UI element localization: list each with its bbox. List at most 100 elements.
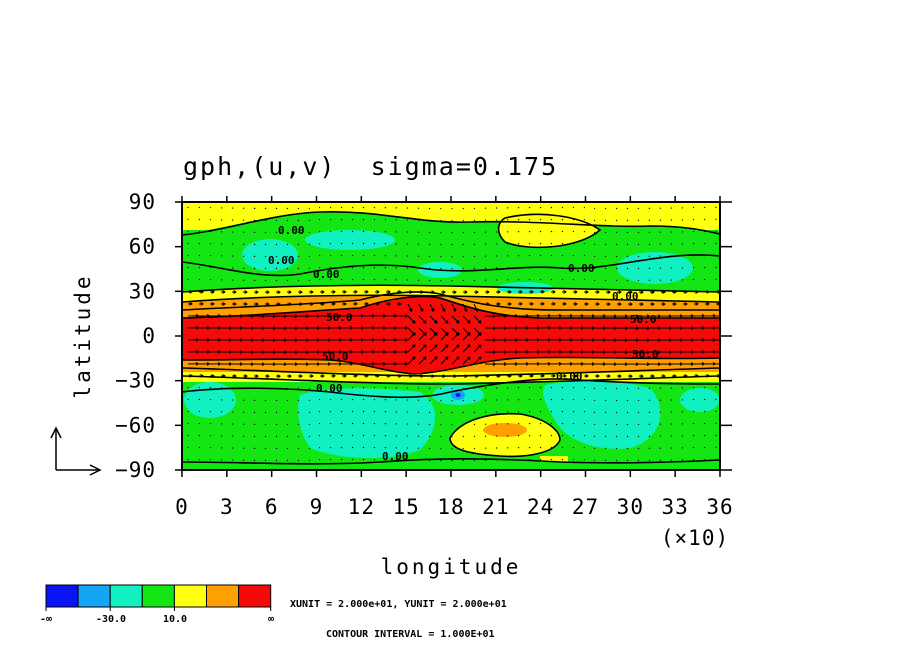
wind-vector-head [602, 314, 606, 317]
wind-vector [264, 207, 267, 210]
wind-vector [264, 423, 267, 426]
wind-vector-head [222, 290, 226, 293]
wind-vector [329, 386, 332, 389]
wind-vector-head [404, 350, 408, 353]
wind-vector-head [413, 320, 416, 324]
y-tick-label: 0 [142, 324, 156, 348]
wind-vector [264, 447, 267, 450]
wind-vector [583, 458, 586, 461]
x-multiplier: (×10) [661, 526, 729, 550]
wind-vector-head [525, 350, 529, 353]
wind-vector [308, 231, 311, 234]
wind-vector [253, 207, 256, 210]
wind-vector [539, 446, 542, 449]
wind-vector-head [371, 337, 375, 341]
wind-vector-head [382, 325, 386, 329]
wind-vector [539, 386, 542, 389]
wind-vector [318, 446, 321, 449]
wind-vector [297, 399, 300, 402]
y-axis-label: latitude [71, 273, 95, 398]
wind-vector [384, 447, 387, 449]
wind-vector-head [651, 302, 655, 305]
contour-label: 50.0 [326, 311, 353, 324]
contour-lines [182, 211, 720, 465]
wind-vector-head [724, 326, 727, 327]
wind-vector-head [445, 344, 449, 347]
wind-vector [286, 423, 289, 426]
wind-vector [626, 435, 629, 438]
wind-vector [473, 356, 482, 365]
wind-vector [209, 230, 212, 233]
wind-vector [253, 219, 256, 222]
wind-vector-head [574, 302, 578, 305]
wind-vector [648, 399, 651, 402]
wind-vector-head [288, 302, 292, 305]
wind-vector-head [387, 290, 391, 293]
wind-vector-head [382, 337, 386, 341]
wind-vector [583, 254, 586, 257]
wind-vector [572, 242, 575, 245]
wind-vector [473, 315, 482, 324]
wind-vector-head [316, 362, 320, 365]
wind-vector-head [261, 326, 265, 329]
wind-vector-head [338, 326, 342, 329]
wind-vector-head [596, 302, 600, 305]
wind-vector-head [613, 338, 617, 341]
wind-vector [362, 242, 365, 245]
wind-vector [198, 458, 201, 461]
wind-vector-head [635, 314, 639, 317]
wind-vector [209, 206, 212, 209]
wind-vector-head [393, 338, 397, 341]
wind-vector [318, 254, 321, 257]
wind-vector-head [624, 314, 628, 317]
wind-vector-head [701, 338, 705, 341]
wind-vector-head [712, 313, 716, 317]
wind-vector [550, 398, 553, 401]
wind-vector-head [478, 344, 482, 347]
wind-vector-head [525, 338, 529, 341]
wind-vector [351, 278, 354, 281]
wind-vector [593, 411, 596, 414]
wind-vector [550, 422, 553, 425]
wind-vector [428, 243, 431, 246]
wind-vector [428, 267, 431, 270]
wind-vector [561, 218, 564, 221]
wind-vector [264, 231, 267, 234]
wind-vector [209, 386, 212, 389]
wind-vector-head [640, 302, 644, 305]
wind-vector [462, 344, 471, 353]
wind-vector [351, 446, 354, 449]
wind-vector-head [563, 290, 567, 293]
wind-vector [703, 206, 706, 209]
wind-vector-head [475, 374, 479, 377]
wind-vector-head [272, 326, 276, 329]
wind-vector-head [541, 290, 545, 293]
wind-vector [626, 255, 629, 258]
wind-vector-head [371, 349, 375, 353]
wind-vector [626, 267, 629, 270]
wind-vector [528, 266, 531, 269]
wind-vector-head [690, 338, 694, 341]
wind-vector-head [558, 313, 562, 317]
wind-vector-head [701, 326, 705, 329]
wind-vector-head [478, 332, 482, 335]
wind-vector [692, 278, 695, 281]
y-tick-label: −60 [115, 413, 156, 437]
wind-vector [297, 243, 300, 246]
wind-vector [637, 219, 640, 222]
wind-vector [373, 398, 376, 401]
wind-vector-head [690, 350, 694, 353]
wind-vector [703, 386, 706, 389]
cyan-patch-s3 [543, 380, 661, 449]
wind-vector-head [492, 338, 496, 341]
wind-vector-head [492, 314, 496, 317]
wind-vector [318, 218, 321, 221]
wind-vector [308, 387, 311, 390]
wind-vector-head [305, 338, 309, 341]
wind-vector [692, 254, 695, 257]
wind-vector-head [239, 314, 243, 317]
south-green-edge [182, 458, 720, 470]
wind-vector-head [657, 314, 661, 317]
wind-vector-head [349, 337, 353, 341]
wind-vector-head [492, 362, 496, 365]
